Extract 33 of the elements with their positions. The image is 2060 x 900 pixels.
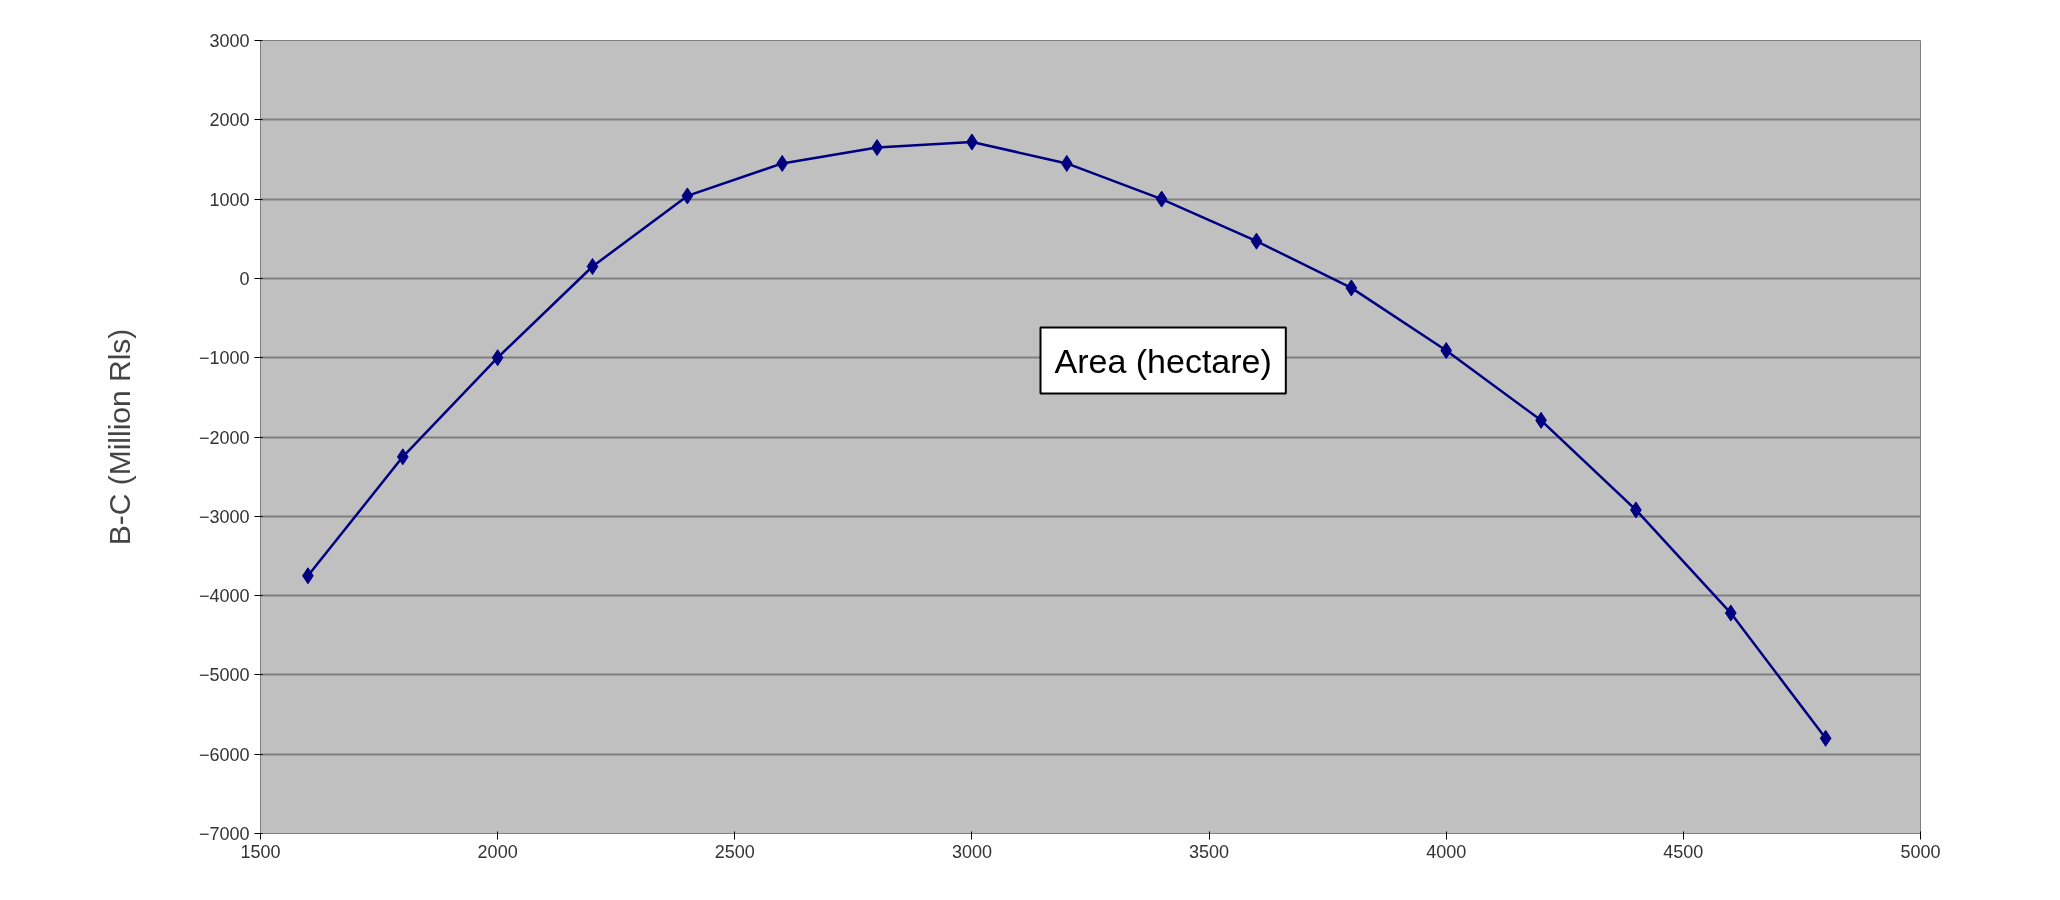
y-tick-label: −4000 [198, 586, 250, 607]
point [1060, 154, 1073, 172]
point [396, 448, 409, 466]
y-tick-label: 0 [239, 268, 250, 289]
y-axis-title: B-C (Million Rls) [102, 328, 136, 546]
point [1440, 342, 1453, 360]
y-tick-label: −6000 [198, 744, 250, 765]
x-tick-label: 5000 [1900, 841, 1941, 862]
point [1819, 729, 1832, 747]
x-tick-label: 4500 [1663, 841, 1704, 862]
y-tick-label: 1000 [209, 189, 250, 210]
y-tick-label: 3000 [209, 31, 250, 51]
x-tick-label: 2500 [714, 841, 755, 862]
point [681, 187, 694, 205]
point [491, 349, 504, 367]
point [1250, 232, 1263, 250]
y-tick-label: −1000 [198, 348, 250, 369]
x-axis-title: Area (hectare) [1054, 341, 1272, 380]
point [1155, 190, 1168, 208]
point [776, 154, 789, 172]
y-tick-label: −5000 [198, 665, 250, 686]
x-tick-label: 3500 [1189, 841, 1230, 862]
point [586, 258, 599, 276]
y-tick-label: 2000 [209, 110, 250, 131]
point [1345, 279, 1358, 297]
y-tick-label: −3000 [198, 506, 250, 527]
x-tick-label: 3000 [951, 841, 992, 862]
y-tick-label: −2000 [198, 427, 250, 448]
x-tick-label: 4000 [1426, 841, 1467, 862]
y-tick-label: −7000 [198, 824, 250, 844]
point [1724, 604, 1737, 622]
x-tick-label: 2000 [477, 841, 518, 862]
x-tick-label: 1500 [240, 841, 281, 862]
